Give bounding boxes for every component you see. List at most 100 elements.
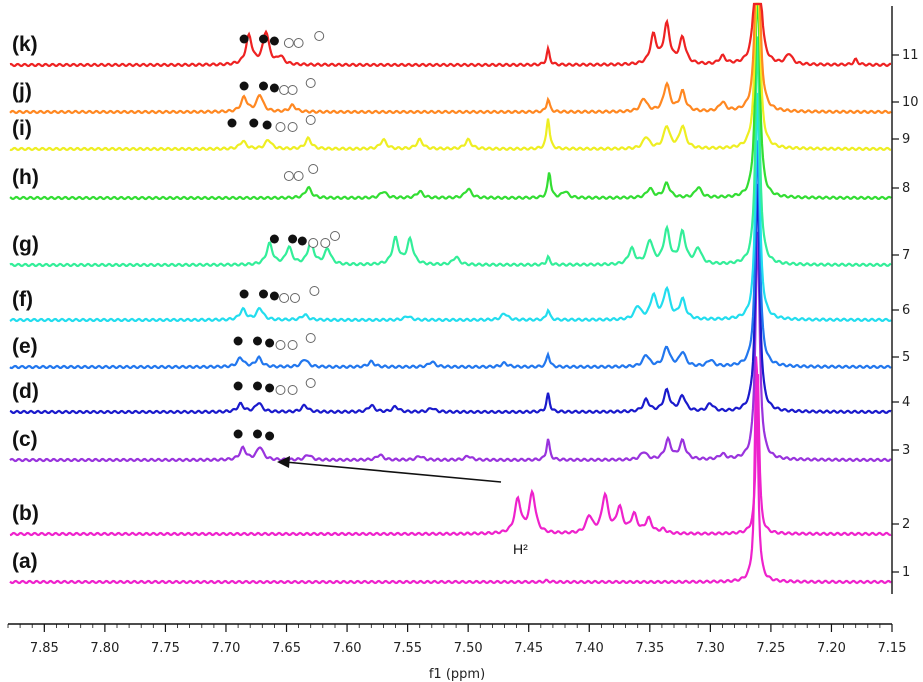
spectrum-5 bbox=[9, 140, 892, 370]
right-tick-label: 2 bbox=[902, 517, 910, 532]
open-marker bbox=[275, 122, 286, 132]
right-tick-label: 1 bbox=[902, 565, 910, 580]
open-marker bbox=[330, 231, 340, 241]
filled-marker bbox=[262, 120, 272, 130]
series-label-10: (j) bbox=[12, 80, 32, 103]
open-marker bbox=[309, 286, 320, 296]
spectrum-2 bbox=[9, 374, 892, 537]
x-tick-label: 7.20 bbox=[817, 641, 846, 656]
open-marker bbox=[305, 78, 316, 88]
x-tick-label: 7.25 bbox=[756, 641, 785, 656]
filled-marker bbox=[233, 429, 243, 439]
x-tick-label: 7.45 bbox=[514, 641, 543, 656]
filled-marker bbox=[233, 381, 243, 391]
filled-marker bbox=[239, 289, 249, 299]
open-marker bbox=[275, 340, 286, 350]
spectrum-10 bbox=[9, 2, 892, 115]
x-tick-label: 7.35 bbox=[635, 641, 664, 656]
open-marker bbox=[287, 340, 298, 350]
filled-marker bbox=[265, 338, 275, 348]
open-marker bbox=[293, 171, 304, 181]
open-marker bbox=[290, 293, 300, 303]
x-tick-label: 7.30 bbox=[696, 641, 725, 656]
filled-marker bbox=[297, 236, 307, 246]
h2-annotation: H² bbox=[513, 541, 528, 557]
filled-marker bbox=[239, 81, 249, 91]
spectrum-7 bbox=[9, 36, 892, 268]
filled-marker bbox=[259, 289, 268, 299]
x-tick-label: 7.65 bbox=[272, 641, 301, 656]
series-label-1: (a) bbox=[12, 550, 38, 573]
filled-marker bbox=[227, 118, 237, 128]
x-axis-label: f1 (ppm) bbox=[429, 667, 485, 682]
series-label-2: (b) bbox=[12, 502, 39, 525]
spectra-group bbox=[9, 2, 892, 585]
open-marker bbox=[320, 238, 331, 248]
spectrum-4 bbox=[9, 183, 892, 415]
filled-marker bbox=[269, 83, 279, 93]
x-tick-label: 7.50 bbox=[454, 641, 483, 656]
open-marker bbox=[279, 85, 290, 95]
open-marker bbox=[305, 333, 316, 343]
right-tick-label: 7 bbox=[902, 248, 910, 263]
open-marker bbox=[283, 38, 294, 48]
open-marker bbox=[308, 164, 319, 174]
open-marker bbox=[293, 38, 304, 48]
spectrum-3 bbox=[9, 231, 892, 463]
right-tick-label: 4 bbox=[902, 395, 910, 410]
open-marker bbox=[308, 238, 319, 248]
filled-marker bbox=[253, 381, 262, 391]
open-marker bbox=[287, 122, 298, 132]
x-tick-label: 7.70 bbox=[211, 641, 240, 656]
open-marker bbox=[279, 293, 290, 303]
open-marker bbox=[287, 85, 298, 95]
x-tick-label: 7.15 bbox=[878, 641, 907, 656]
open-marker bbox=[314, 31, 325, 41]
series-label-3: (c) bbox=[12, 428, 38, 451]
peak-markers bbox=[227, 31, 340, 441]
open-marker bbox=[283, 171, 294, 181]
shift-arrow-head bbox=[277, 456, 290, 468]
spectrum-8 bbox=[9, 2, 892, 201]
filled-marker bbox=[259, 81, 268, 91]
x-axis-ticks: 7.85 7.80 7.75 7.70 7.65 7.60 7.55 7.50 7.45 7.40… bbox=[7, 624, 907, 656]
series-labels: (a) (b) (c) (d) (e) (f) (g) (h) (i) (j) (k) bbox=[12, 33, 39, 573]
series-label-4: (d) bbox=[12, 380, 39, 403]
spectrum-6 bbox=[9, 92, 892, 323]
series-label-8: (h) bbox=[12, 166, 39, 189]
spectrum-11 bbox=[9, 2, 891, 68]
series-label-5: (e) bbox=[12, 335, 38, 358]
right-tick-label: 6 bbox=[902, 303, 910, 318]
filled-marker bbox=[253, 429, 262, 439]
right-tick-label: 9 bbox=[902, 132, 910, 147]
open-marker bbox=[305, 115, 316, 125]
shift-arrow bbox=[284, 461, 502, 483]
series-label-9: (i) bbox=[12, 117, 32, 140]
x-tick-label: 7.85 bbox=[30, 641, 59, 656]
filled-marker bbox=[239, 34, 249, 44]
filled-marker bbox=[265, 431, 275, 441]
x-tick-label: 7.60 bbox=[333, 641, 362, 656]
x-tick-label: 7.40 bbox=[575, 641, 604, 656]
filled-marker bbox=[269, 291, 279, 301]
filled-marker bbox=[233, 336, 243, 346]
series-label-7: (g) bbox=[12, 233, 39, 256]
right-tick-label: 11 bbox=[902, 48, 919, 63]
filled-marker bbox=[269, 234, 279, 244]
right-tick-label: 3 bbox=[902, 443, 910, 458]
open-marker bbox=[287, 385, 298, 395]
spectrum-9 bbox=[9, 2, 892, 152]
filled-marker bbox=[288, 234, 298, 244]
open-marker bbox=[275, 385, 286, 395]
right-axis-ticks: 1 2 3 4 5 6 7 8 9 10 11 bbox=[892, 48, 919, 580]
open-marker bbox=[305, 378, 316, 388]
x-tick-label: 7.80 bbox=[90, 641, 119, 656]
x-tick-label: 7.55 bbox=[393, 641, 422, 656]
right-tick-label: 8 bbox=[902, 181, 910, 196]
series-label-11: (k) bbox=[12, 33, 38, 56]
series-label-6: (f) bbox=[12, 288, 33, 311]
right-tick-label: 10 bbox=[902, 95, 919, 110]
spectrum-1 bbox=[9, 356, 892, 585]
filled-marker bbox=[249, 118, 259, 128]
filled-marker bbox=[265, 383, 275, 393]
